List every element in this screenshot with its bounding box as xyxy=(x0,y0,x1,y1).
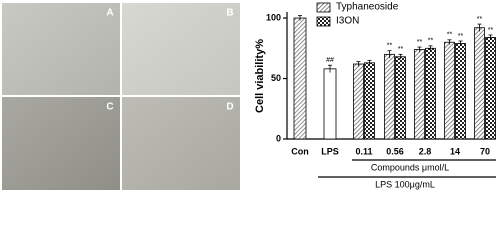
error-bar xyxy=(488,34,493,40)
micrograph xyxy=(122,3,240,95)
micrograph xyxy=(2,97,120,190)
bar xyxy=(414,49,425,140)
bar xyxy=(353,63,364,140)
figure: A B C D Cell viability% Compounds μmol/L… xyxy=(2,2,496,190)
significance-label: ## xyxy=(326,57,334,64)
error-bar xyxy=(447,39,452,45)
panel-label: D xyxy=(226,102,233,113)
panel-label: C xyxy=(106,102,113,113)
x-tick-label: 14 xyxy=(450,146,460,156)
legend-label: I3ON xyxy=(336,16,359,27)
error-bar xyxy=(367,59,372,66)
bar xyxy=(293,17,307,140)
y-tick-label: 100 xyxy=(266,12,281,22)
significance-label: ** xyxy=(447,32,453,39)
significance-label: ** xyxy=(488,27,494,34)
y-tick-label: 0 xyxy=(276,133,281,143)
x-tick-label: 0.11 xyxy=(355,146,372,156)
significance-label: ** xyxy=(387,43,393,50)
y-tick-label: 50 xyxy=(271,73,281,83)
error-bar xyxy=(458,40,463,46)
x-tick-label: 2.8 xyxy=(419,146,432,156)
error-bar xyxy=(298,15,302,21)
x-tick-label: 70 xyxy=(480,146,490,156)
legend-swatch xyxy=(316,16,331,27)
x-axis-title: Compounds μmol/L xyxy=(371,162,449,172)
significance-label: ** xyxy=(458,33,464,40)
significance-label: ** xyxy=(398,46,404,53)
error-bar xyxy=(398,53,403,60)
x-tick-label: Con xyxy=(291,146,309,156)
bar xyxy=(395,56,406,140)
error-bar xyxy=(328,64,332,73)
error-bar xyxy=(387,50,392,58)
micrograph xyxy=(122,97,240,190)
bar xyxy=(323,68,337,140)
significance-label: ** xyxy=(428,38,434,45)
y-axis-title: Cell viability% xyxy=(254,39,266,113)
footer: LPS 100μg/mL xyxy=(375,179,435,189)
micrograph xyxy=(2,3,120,95)
x-tick-label: 0.56 xyxy=(386,146,404,156)
panel-label: A xyxy=(106,8,113,19)
error-bar xyxy=(356,61,361,67)
legend-label: Typhaneoside xyxy=(336,2,399,13)
error-bar xyxy=(428,45,433,51)
bar xyxy=(384,53,395,140)
error-bar xyxy=(417,46,422,52)
bar xyxy=(455,43,466,140)
x-tick-label: LPS xyxy=(321,146,339,156)
page: {"panels": ["A", "B", "C", "D"], "chart_… xyxy=(2,1,496,190)
significance-label: ** xyxy=(477,16,483,23)
legend-swatch xyxy=(316,2,331,13)
bar xyxy=(444,41,455,140)
significance-label: ** xyxy=(417,39,423,46)
bar xyxy=(425,47,436,140)
panel-label: B xyxy=(226,8,233,19)
bar xyxy=(474,27,485,140)
bar xyxy=(364,62,375,140)
bar xyxy=(485,37,496,140)
error-bar xyxy=(477,23,482,32)
